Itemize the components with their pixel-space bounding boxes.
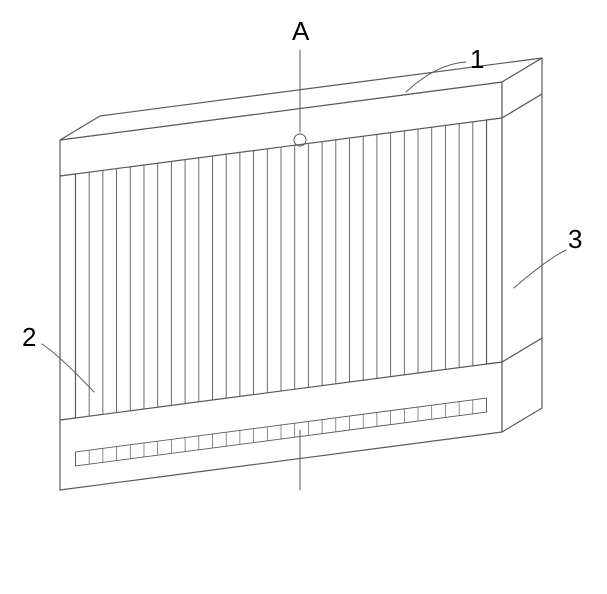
svg-text:A: A (292, 16, 310, 46)
callout-2: 2 (22, 322, 94, 392)
svg-text:1: 1 (470, 44, 484, 74)
svg-text:2: 2 (22, 322, 36, 352)
svg-text:3: 3 (568, 224, 582, 254)
technical-drawing: A 1 2 3 (0, 0, 607, 594)
top-rail (60, 58, 542, 176)
